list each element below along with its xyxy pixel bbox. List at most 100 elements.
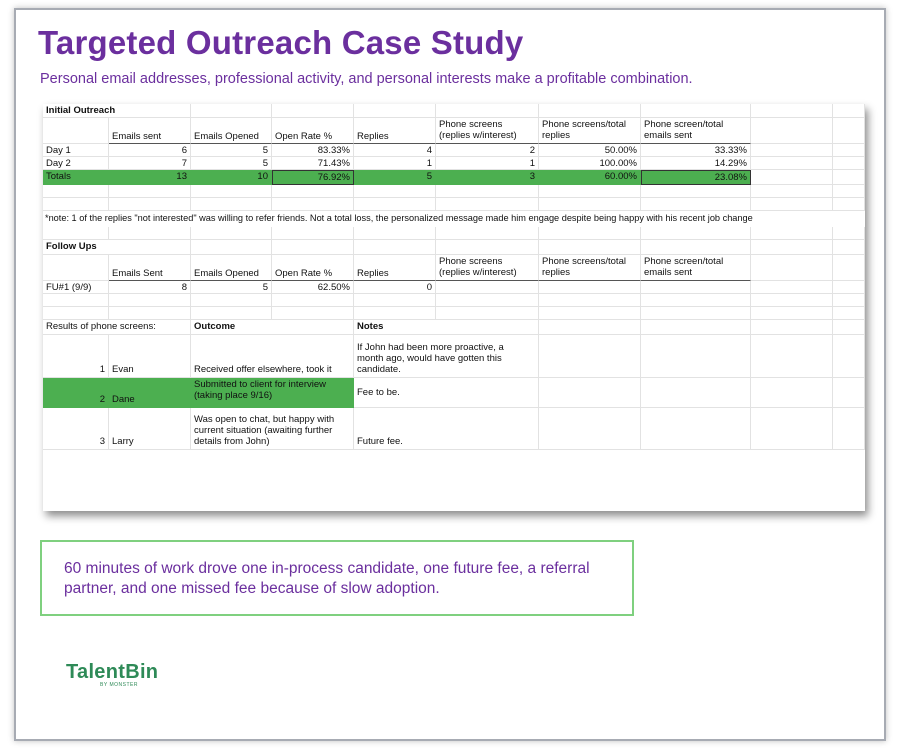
result-outcome: Received offer elsewhere, took it	[191, 335, 354, 378]
empty-cell	[436, 104, 539, 118]
empty-cell	[751, 185, 833, 198]
column-header: Emails Sent	[109, 255, 191, 281]
row-label: Day 2	[43, 157, 109, 170]
summary-callout: 60 minutes of work drove one in-process …	[40, 540, 634, 616]
column-header: Phone screens (replies w/interest)	[436, 118, 539, 144]
table-cell: 8	[109, 281, 191, 294]
empty-cell	[43, 294, 109, 307]
column-header: Phone screens/total replies	[539, 118, 641, 144]
empty-cell	[539, 335, 641, 378]
column-header	[751, 118, 833, 144]
table-cell	[751, 144, 833, 157]
empty-cell	[191, 104, 272, 118]
empty-cell	[272, 227, 354, 240]
empty-cell	[751, 307, 833, 320]
totals-cell: 60.00%	[539, 170, 641, 185]
table-cell: 100.00%	[539, 157, 641, 170]
column-header: Emails Opened	[191, 255, 272, 281]
empty-cell	[43, 185, 109, 198]
empty-cell	[641, 307, 751, 320]
candidate-name: Larry	[109, 408, 191, 450]
empty-cell	[833, 104, 865, 118]
column-header	[751, 255, 833, 281]
table-cell	[751, 281, 833, 294]
empty-cell	[833, 185, 865, 198]
column-header: Phone screen/total emails sent	[641, 255, 751, 281]
section-title-initial: Initial Outreach	[43, 104, 191, 118]
empty-cell	[436, 240, 539, 255]
table-cell: 5	[191, 157, 272, 170]
empty-cell	[539, 240, 641, 255]
empty-cell	[833, 378, 865, 408]
table-cell	[833, 281, 865, 294]
column-header	[833, 255, 865, 281]
column-header: Phone screens/total replies	[539, 255, 641, 281]
totals-cell: 10	[191, 170, 272, 185]
table-cell	[833, 144, 865, 157]
empty-cell	[354, 185, 436, 198]
empty-cell	[272, 104, 354, 118]
empty-cell	[641, 335, 751, 378]
totals-cell: 13	[109, 170, 191, 185]
result-outcome: Submitted to client for interview (takin…	[191, 378, 354, 408]
empty-cell	[539, 185, 641, 198]
table-cell: 7	[109, 157, 191, 170]
empty-cell	[641, 320, 751, 335]
table-cell: 33.33%	[641, 144, 751, 157]
empty-cell	[641, 378, 751, 408]
empty-cell	[833, 227, 865, 240]
table-cell: 1	[354, 157, 436, 170]
table-cell: 62.50%	[272, 281, 354, 294]
empty-cell	[191, 294, 272, 307]
empty-cell	[833, 307, 865, 320]
result-notes: Fee to be.	[354, 378, 534, 408]
empty-cell	[751, 378, 833, 408]
empty-cell	[43, 307, 109, 320]
empty-cell	[354, 240, 436, 255]
totals-cell: 3	[436, 170, 539, 185]
empty-cell	[272, 307, 354, 320]
outcome-header: Outcome	[191, 320, 354, 335]
empty-cell	[751, 227, 833, 240]
empty-cell	[109, 198, 191, 211]
totals-label: Totals	[43, 170, 109, 185]
empty-cell	[641, 227, 751, 240]
empty-cell	[191, 185, 272, 198]
empty-cell	[539, 198, 641, 211]
empty-cell	[191, 198, 272, 211]
empty-cell	[436, 185, 539, 198]
table-cell: 1	[436, 157, 539, 170]
empty-cell	[436, 227, 539, 240]
empty-cell	[641, 294, 751, 307]
table-cell: 71.43%	[272, 157, 354, 170]
empty-cell	[833, 320, 865, 335]
page-title: Targeted Outreach Case Study	[38, 24, 524, 61]
column-header: Phone screen/total emails sent	[641, 118, 751, 144]
empty-cell	[354, 198, 436, 211]
result-notes: If John had been more proactive, a month…	[354, 335, 534, 378]
table-cell	[641, 281, 751, 294]
empty-cell	[436, 198, 539, 211]
empty-cell	[272, 294, 354, 307]
empty-cell	[641, 240, 751, 255]
table-cell: 5	[191, 144, 272, 157]
result-notes: Future fee.	[354, 408, 534, 450]
notes-header: Notes	[354, 320, 539, 335]
totals-cell	[751, 170, 833, 185]
totals-cell	[833, 170, 865, 185]
empty-cell	[751, 104, 833, 118]
empty-cell	[833, 240, 865, 255]
column-header	[43, 118, 109, 144]
column-header	[43, 255, 109, 281]
row-label: FU#1 (9/9)	[43, 281, 109, 294]
result-number: 1	[43, 335, 109, 378]
empty-cell	[641, 198, 751, 211]
empty-cell	[641, 185, 751, 198]
result-number: 3	[43, 408, 109, 450]
empty-cell	[354, 104, 436, 118]
empty-cell	[354, 227, 436, 240]
candidate-name: Evan	[109, 335, 191, 378]
summary-text: 60 minutes of work drove one in-process …	[64, 560, 590, 597]
table-cell	[539, 281, 641, 294]
logo-tagline: BY MONSTER	[100, 682, 138, 688]
